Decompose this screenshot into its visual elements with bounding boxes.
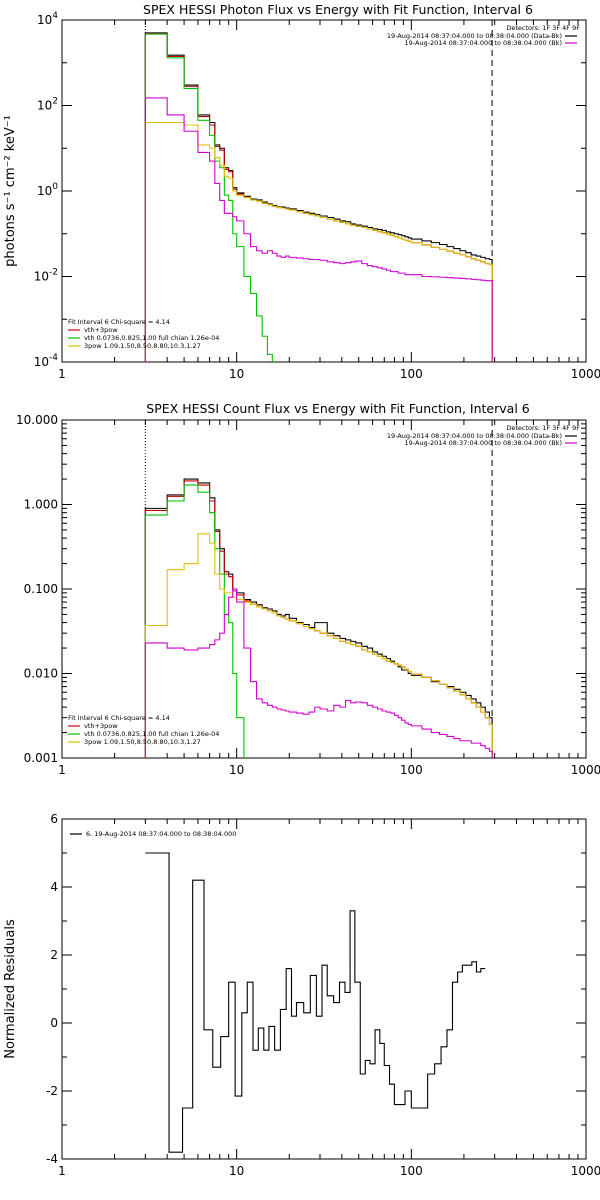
x-tick-label: 1000	[571, 763, 600, 777]
y-tick-label: 0.100	[24, 582, 58, 596]
legend-entry: 19-Aug-2014 08:37:04.000 to 08:38:04.000…	[387, 432, 562, 440]
fit-legend-entry: vth+3pow	[84, 722, 118, 730]
y-tick-label: 102	[37, 97, 58, 113]
legend-detectors: Detectors: 1F 3F 4F 9F	[506, 24, 580, 32]
x-tick-label: 100	[400, 763, 423, 777]
fit-legend-header: Fit Interval 6 Chi-square = 4.14	[68, 318, 170, 326]
series-data-bk	[144, 32, 493, 362]
legend-entry: 19-Aug-2014 08:37:04.000 to 08:38:04.000…	[405, 39, 562, 47]
x-tick-label: 1000	[571, 367, 600, 381]
series-6-19-aug-2014-08-37-04-000-to-08-38-04-000	[145, 852, 486, 1153]
series-data-bk	[144, 478, 493, 758]
fit-legend-entry: vth 0.0736,0.825,1.00 full chian 1.26e-0…	[84, 730, 219, 738]
photon-flux-plot-frame	[61, 19, 587, 363]
photon-flux-title: SPEX HESSI Photon Flux vs Energy with Fi…	[143, 2, 533, 17]
y-tick-label: 6	[50, 812, 58, 826]
series-bk	[144, 97, 493, 362]
y-tick-label: -2	[46, 1084, 58, 1098]
fit-legend-header: Fit Interval 6 Chi-square = 4.14	[68, 714, 170, 722]
count-flux-panel: SPEX HESSI Count Flux vs Energy with Fit…	[16, 401, 600, 777]
legend-detectors: Detectors: 1F 3F 4F 9F	[506, 424, 580, 432]
series-vth-3pow	[144, 480, 493, 758]
photon-flux-y-axis-label: photons s⁻¹ cm⁻² keV⁻¹	[3, 115, 18, 267]
y-tick-label: 4	[50, 880, 58, 894]
y-tick-label: 0	[50, 1016, 58, 1030]
y-tick-label: 1.000	[24, 498, 58, 512]
fit-legend-entry: vth 0.0736,0.825,1.00 full chian 1.26e-0…	[84, 334, 219, 342]
x-tick-label: 10	[229, 763, 244, 777]
y-tick-label: 100	[37, 182, 58, 198]
residuals-y-axis-label: Normalized Residuals	[3, 919, 18, 1059]
count-flux-plot-frame	[61, 419, 587, 759]
fit-legend-entry: 3pow 1.09,1.50,8.50,8.80,10.3,1.27	[84, 342, 201, 350]
legend-entry: 19-Aug-2014 08:37:04.000 to 08:38:04.000…	[387, 32, 562, 40]
series-vth-3pow	[144, 33, 493, 362]
fit-legend-entry: 3pow 1.09,1.50,8.50,8.80,10.3,1.27	[84, 738, 201, 746]
y-tick-label: 2	[50, 948, 58, 962]
residual-legend-entry: 6. 19-Aug-2014 08:37:04.000 to 08:38:04.…	[86, 830, 236, 838]
y-tick-label: 104	[37, 11, 58, 27]
residuals-plot-frame	[61, 818, 587, 1160]
x-tick-label: 1000	[571, 1164, 600, 1178]
series-bk	[144, 588, 493, 758]
x-tick-label: 1	[58, 1164, 66, 1178]
y-tick-label: 0.001	[24, 751, 58, 765]
x-tick-label: 1	[58, 763, 66, 777]
residuals-panel: Normalized Residuals 1 10 100 1000-4-20246 …	[3, 812, 600, 1178]
series-vth	[144, 33, 278, 362]
x-tick-label: 10	[229, 367, 244, 381]
photon-flux-panel: SPEX HESSI Photon Flux vs Energy with Fi…	[3, 2, 600, 381]
x-tick-label: 100	[400, 1164, 423, 1178]
fit-legend-entry: vth+3pow	[84, 326, 118, 334]
series-vth	[144, 484, 258, 758]
y-tick-label: 10.000	[16, 413, 58, 427]
y-tick-label: 0.010	[24, 667, 58, 681]
y-tick-label: 10-4	[34, 353, 59, 369]
y-tick-label: 10-2	[34, 268, 58, 284]
y-tick-label: -4	[46, 1152, 58, 1166]
series-3pow	[144, 121, 493, 362]
series-3pow	[144, 533, 493, 758]
count-flux-title: SPEX HESSI Count Flux vs Energy with Fit…	[146, 401, 529, 416]
x-tick-label: 100	[400, 367, 423, 381]
x-tick-label: 10	[229, 1164, 244, 1178]
legend-entry: 19-Aug-2014 08:37:04.000 to 08:38:04.000…	[405, 439, 562, 447]
x-tick-label: 1	[58, 367, 66, 381]
